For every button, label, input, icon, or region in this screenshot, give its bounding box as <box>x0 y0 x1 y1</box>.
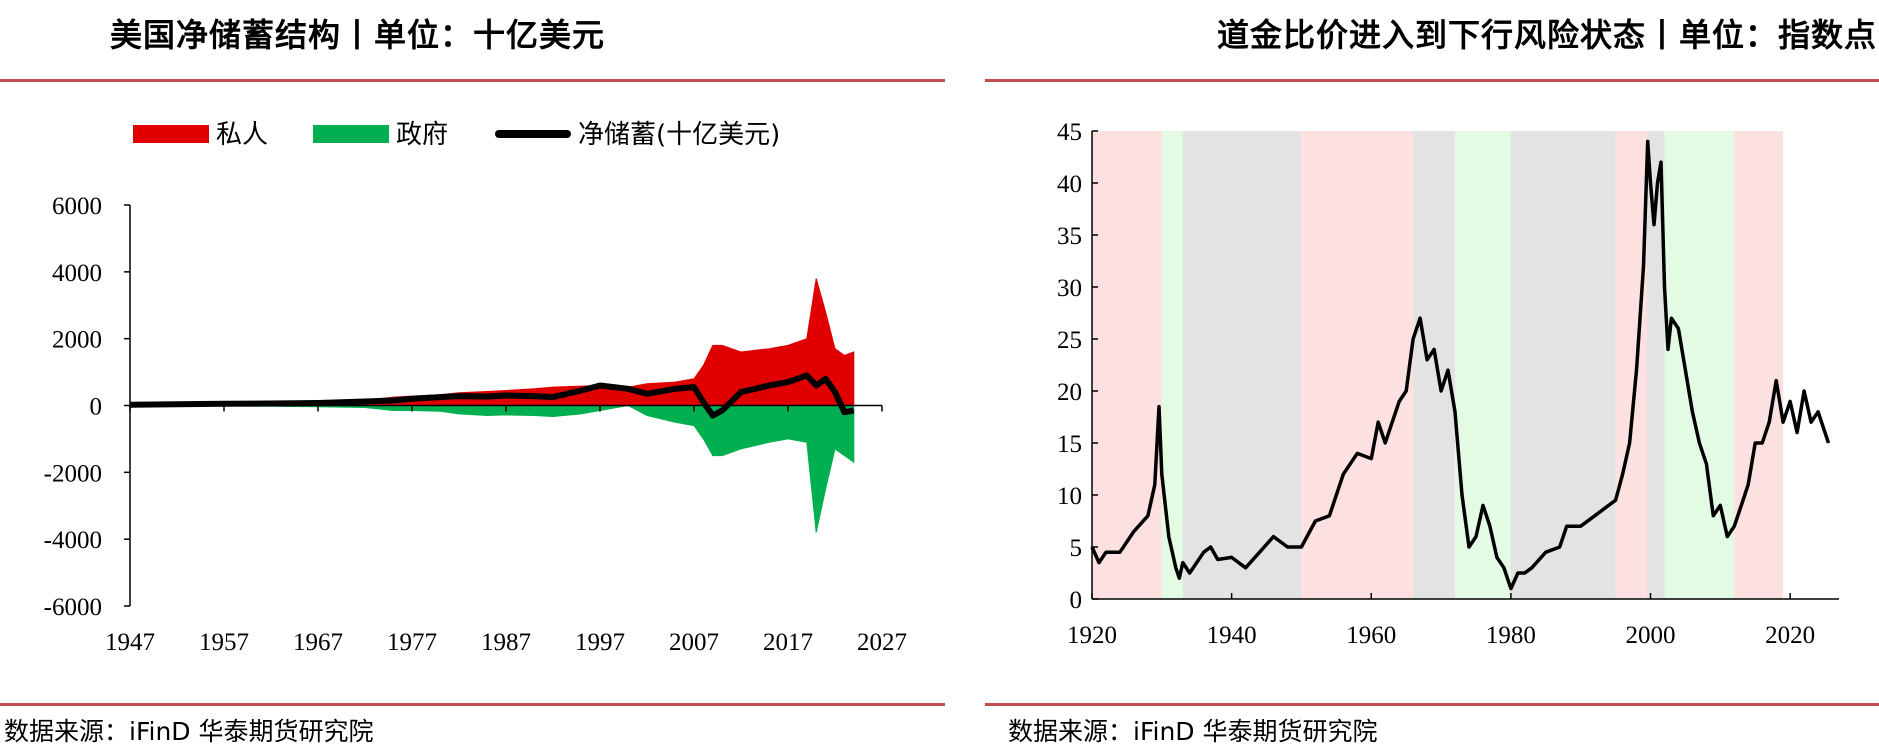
y-tick-label: 15 <box>1057 431 1082 458</box>
net-savings-chart: 私人 政府 净储蓄(十亿美元) 6000 4000 2000 0 -2000 -4000 -600… <box>44 120 907 656</box>
y-tick-label: -4000 <box>44 527 102 554</box>
x-tick-label: 1920 <box>1067 622 1117 649</box>
source-rule-left <box>0 703 945 706</box>
x-tick-label: 2007 <box>669 629 719 656</box>
y-tick-label: 2000 <box>52 327 102 354</box>
y-tick-label: 0 <box>90 394 103 421</box>
y-tick-label: 4000 <box>52 260 102 287</box>
series-government-area <box>129 404 855 533</box>
y-tick-label: 35 <box>1057 223 1082 250</box>
regime-band <box>1182 131 1302 599</box>
title-rule-left <box>0 79 945 82</box>
legend-label: 政府 <box>396 120 448 150</box>
y-tick-label: 20 <box>1057 379 1082 406</box>
x-tick-label: 1977 <box>387 629 437 656</box>
x-tick-label: 2027 <box>857 629 907 656</box>
regime-band <box>1647 131 1665 599</box>
y-tick-label: 40 <box>1057 171 1082 198</box>
legend-swatch <box>495 130 571 138</box>
y-tick-label: 6000 <box>52 193 102 220</box>
x-tick-label: 1960 <box>1346 622 1396 649</box>
regime-band <box>1413 131 1456 599</box>
y-tick-label: -2000 <box>44 460 102 487</box>
x-tick-label: 2017 <box>763 629 813 656</box>
regime-band <box>1734 131 1784 599</box>
source-note-right: 数据来源：iFinD 华泰期货研究院 <box>1008 717 1378 746</box>
title-rule-right <box>985 79 1879 82</box>
x-tick-label: 1980 <box>1486 622 1536 649</box>
x-tick-label: 1997 <box>575 629 625 656</box>
y-tick-label: 45 <box>1057 119 1082 146</box>
x-tick-label: 2020 <box>1765 622 1815 649</box>
regime-band <box>1301 131 1414 599</box>
x-tick-label: 1940 <box>1207 622 1257 649</box>
regime-band <box>1092 131 1162 599</box>
legend-swatch <box>133 125 209 143</box>
chart-title-left: 美国净储蓄结构丨单位：十亿美元 <box>110 16 606 54</box>
panel-net-savings: 美国净储蓄结构丨单位：十亿美元 私人 政府 净储蓄(十亿美元) 6000 4000 200… <box>0 16 945 746</box>
chart-title-right: 道金比价进入到下行风险状态丨单位：指数点 <box>1216 16 1877 54</box>
regime-band <box>1455 131 1511 599</box>
x-tick-label: 1947 <box>105 629 155 656</box>
y-tick-label: 0 <box>1070 587 1083 614</box>
x-tick-label: 1957 <box>199 629 249 656</box>
source-rule-right <box>985 703 1879 706</box>
y-tick-label: 5 <box>1070 535 1083 562</box>
legend-label: 私人 <box>216 120 268 150</box>
regime-band <box>1615 131 1648 599</box>
legend-label: 净储蓄(十亿美元) <box>578 120 780 150</box>
x-tick-label: 2000 <box>1626 622 1676 649</box>
panel-dow-gold-ratio: 道金比价进入到下行风险状态丨单位：指数点 0 5 10 15 20 25 30 35 40 45 1… <box>985 0 1879 754</box>
regime-band <box>1510 131 1616 599</box>
series-dow-gold-line <box>1090 139 1831 591</box>
source-note-left: 数据来源：iFinD 华泰期货研究院 <box>4 717 374 746</box>
x-tick-label: 1987 <box>481 629 531 656</box>
legend-swatch <box>313 125 389 143</box>
y-tick-label: 25 <box>1057 327 1082 354</box>
y-tick-label: -6000 <box>44 594 102 621</box>
series-private-area <box>129 278 855 406</box>
series-net-savings-line <box>129 372 855 419</box>
regime-band <box>1161 131 1183 599</box>
y-tick-label: 30 <box>1057 275 1082 302</box>
x-tick-label: 1967 <box>293 629 343 656</box>
y-tick-label: 10 <box>1057 483 1082 510</box>
dow-gold-ratio-chart: 0 5 10 15 20 25 30 35 40 45 1920 1940 1960 1980 2000 20… <box>1057 119 1839 649</box>
